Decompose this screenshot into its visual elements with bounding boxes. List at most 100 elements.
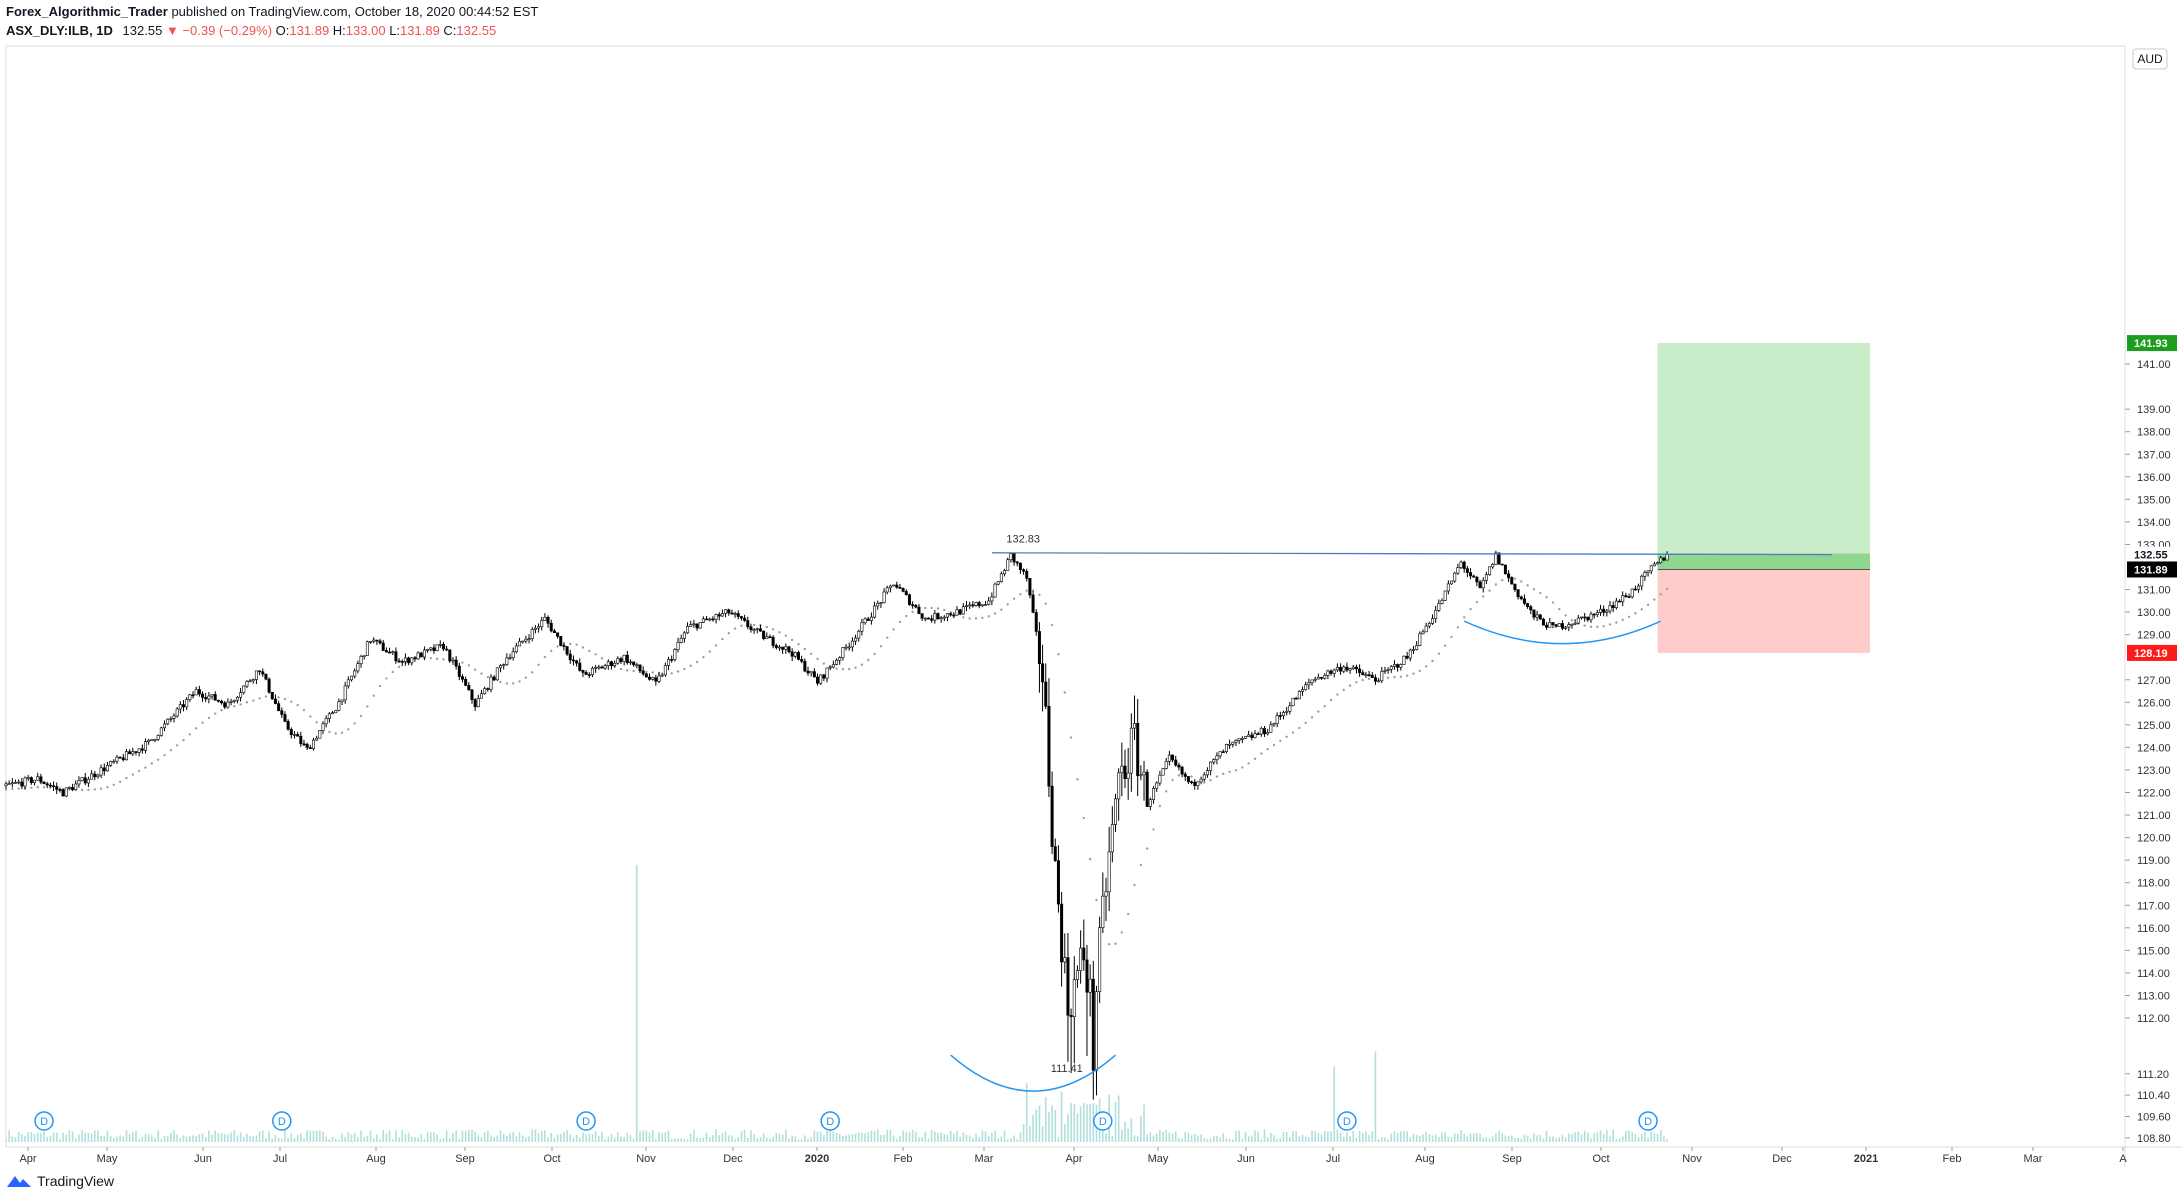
candle-body <box>660 674 664 677</box>
candle-body <box>188 694 192 701</box>
candle-body <box>622 654 626 662</box>
author-name[interactable]: Forex_Algorithmic_Trader <box>6 4 168 19</box>
y-tick-label: 130.00 <box>2137 607 2171 619</box>
candle-body <box>61 789 65 797</box>
volume-bar <box>1244 1131 1247 1142</box>
volume-bar <box>553 1138 556 1142</box>
candle-body <box>758 628 762 632</box>
volume-bar <box>319 1130 321 1142</box>
volume-bar <box>991 1132 993 1142</box>
candle-body <box>248 680 252 683</box>
ma-point <box>822 662 826 665</box>
volume-bar <box>388 1130 391 1142</box>
candle-body <box>1022 569 1026 572</box>
volume-bar <box>943 1134 946 1142</box>
candle-body <box>1171 754 1175 761</box>
y-tick-label: 114.00 <box>2137 968 2170 980</box>
take-profit-zone[interactable] <box>1657 343 1870 570</box>
volume-bar <box>1637 1137 1640 1142</box>
candle-body <box>1094 991 1098 1071</box>
ma-point <box>854 666 857 669</box>
candle-body <box>701 618 705 623</box>
volume-bar <box>306 1130 308 1142</box>
volume-bar <box>1231 1139 1234 1142</box>
symbol-label[interactable]: ASX_DLY:ILB, 1D <box>6 23 113 38</box>
candle-body <box>787 646 791 653</box>
volume-bar <box>1193 1133 1196 1142</box>
ma-point <box>1589 625 1593 629</box>
candle-body <box>600 666 604 669</box>
candle-body <box>575 660 579 664</box>
ma-point <box>195 727 198 730</box>
ma-point <box>1323 704 1326 708</box>
candle-body <box>80 777 84 781</box>
candle-body <box>556 632 560 637</box>
candle-body <box>1006 559 1010 571</box>
candle-body <box>502 664 506 666</box>
candle-body <box>1079 947 1083 971</box>
candle-body <box>185 699 189 708</box>
volume-bar <box>867 1132 870 1142</box>
ma-point <box>1520 580 1523 583</box>
drawings[interactable]: 132.83 111.41 <box>950 533 1832 1092</box>
volume-bar <box>30 1131 33 1142</box>
candle-body <box>194 689 198 696</box>
candle-body <box>654 677 658 682</box>
volume-bar <box>499 1130 502 1142</box>
y-tick-label: 126.00 <box>2137 697 2171 709</box>
volume-bar <box>1447 1136 1450 1142</box>
y-tick-label: 122.00 <box>2137 788 2171 800</box>
candle-body <box>182 704 186 708</box>
ma-point <box>1336 693 1339 696</box>
volume-bar <box>547 1137 549 1142</box>
ma-point <box>125 776 128 780</box>
volume-bar <box>1127 1128 1129 1142</box>
volume-bar <box>1463 1133 1465 1142</box>
candle-body <box>1392 664 1396 667</box>
volume-bar <box>724 1131 727 1142</box>
volume-bar <box>36 1132 39 1142</box>
candle-body <box>590 667 594 675</box>
currency-button[interactable]: AUD <box>2132 48 2168 70</box>
volume-bar <box>721 1132 724 1142</box>
candle-body <box>711 618 715 621</box>
candle-body <box>752 629 756 631</box>
candle-body <box>657 675 661 682</box>
ma-point <box>1501 579 1504 582</box>
price-axis[interactable]: 108.80 109.60 110.40 111.20 112.00 113.00 114.… <box>2125 335 2177 1145</box>
time-axis[interactable]: Apr May Jun Jul Aug Sep Oct Nov Dec 2020 Feb Mar Apr… <box>19 1147 2127 1165</box>
candle-body <box>1396 664 1400 668</box>
candle-body <box>353 670 357 677</box>
candle-body <box>359 656 363 664</box>
ma-point <box>1596 625 1599 629</box>
volume-bar <box>870 1130 873 1142</box>
volume-bar <box>17 1132 20 1142</box>
stop-loss-label-bg <box>2127 644 2177 661</box>
x-tick-label: 2021 <box>1854 1153 1878 1165</box>
ma-point <box>80 788 84 792</box>
candle-body <box>270 691 274 700</box>
stop-loss-zone[interactable] <box>1657 569 1870 653</box>
volume-bar <box>90 1133 93 1142</box>
candle-body <box>999 573 1003 582</box>
volume-bar <box>1653 1132 1656 1142</box>
candle-body <box>1120 765 1124 774</box>
candle-body <box>917 606 921 614</box>
candle-body <box>1586 616 1590 621</box>
ma-point <box>645 670 648 674</box>
high-value: 133.00 <box>345 23 386 38</box>
candle-body <box>1545 624 1549 628</box>
candle-body <box>464 679 468 686</box>
candle-body <box>1110 824 1114 853</box>
volume-bar <box>1517 1137 1519 1142</box>
currency-label: AUD <box>2137 52 2163 66</box>
volume-bar <box>753 1134 755 1142</box>
position-zones[interactable] <box>1657 343 1870 653</box>
ma-point <box>1551 601 1555 604</box>
ma-point <box>1057 653 1060 656</box>
candle-body <box>435 644 439 651</box>
candle-body <box>857 630 861 639</box>
candle-body <box>955 609 959 616</box>
volume-bar <box>1105 1133 1107 1142</box>
